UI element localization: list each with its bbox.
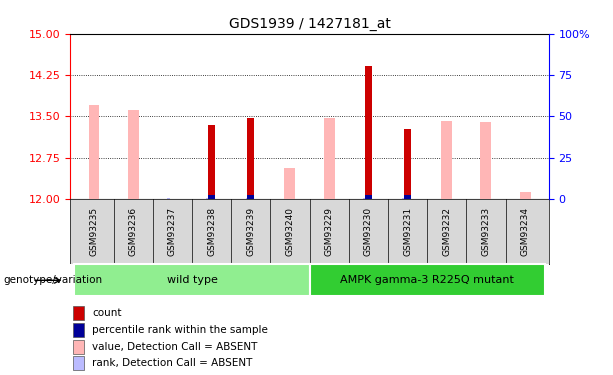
Bar (324, 118, 335, 199)
Bar (365, 66, 372, 199)
Bar (310, 264, 545, 296)
Text: percentile rank within the sample: percentile rank within the sample (92, 325, 268, 335)
Text: GSM93231: GSM93231 (403, 207, 412, 256)
Text: GSM93232: GSM93232 (442, 207, 451, 256)
Text: GSM93234: GSM93234 (520, 207, 530, 256)
Bar (74, 323, 85, 337)
Bar (520, 192, 531, 199)
Bar (167, 198, 170, 199)
Bar (285, 198, 288, 199)
Text: GSM93229: GSM93229 (325, 207, 333, 256)
Text: GSM93233: GSM93233 (481, 207, 490, 256)
Bar (403, 198, 406, 199)
Text: GSM93235: GSM93235 (89, 207, 99, 256)
Bar (481, 122, 492, 199)
Bar (520, 198, 523, 199)
Bar (481, 198, 484, 199)
Bar (247, 195, 254, 199)
Text: GSM93237: GSM93237 (168, 207, 177, 256)
Title: GDS1939 / 1427181_at: GDS1939 / 1427181_at (229, 17, 390, 32)
Text: GSM93239: GSM93239 (246, 207, 255, 256)
Text: rank, Detection Call = ABSENT: rank, Detection Call = ABSENT (92, 358, 253, 368)
Bar (74, 306, 85, 320)
Bar (324, 198, 327, 199)
Bar (208, 195, 215, 199)
Text: genotype/variation: genotype/variation (3, 275, 102, 285)
Bar (365, 195, 372, 199)
Bar (247, 118, 254, 199)
Bar (74, 356, 85, 370)
Bar (207, 198, 210, 199)
Bar (128, 198, 131, 199)
Text: count: count (92, 308, 121, 318)
Bar (284, 168, 295, 199)
Text: GSM93236: GSM93236 (129, 207, 138, 256)
Bar (441, 198, 445, 199)
Text: AMPK gamma-3 R225Q mutant: AMPK gamma-3 R225Q mutant (340, 275, 514, 285)
Bar (404, 195, 411, 199)
Bar (404, 129, 411, 199)
Text: wild type: wild type (167, 275, 218, 285)
Bar (208, 124, 215, 199)
Bar (128, 110, 139, 199)
Text: value, Detection Call = ABSENT: value, Detection Call = ABSENT (92, 342, 257, 352)
Text: GSM93230: GSM93230 (364, 207, 373, 256)
Bar (364, 198, 367, 199)
Bar (246, 198, 249, 199)
Bar (88, 105, 99, 199)
Bar (74, 264, 310, 296)
Text: GSM93238: GSM93238 (207, 207, 216, 256)
Bar (74, 340, 85, 354)
Bar (89, 198, 92, 199)
Text: GSM93240: GSM93240 (286, 207, 294, 256)
Bar (441, 121, 452, 199)
